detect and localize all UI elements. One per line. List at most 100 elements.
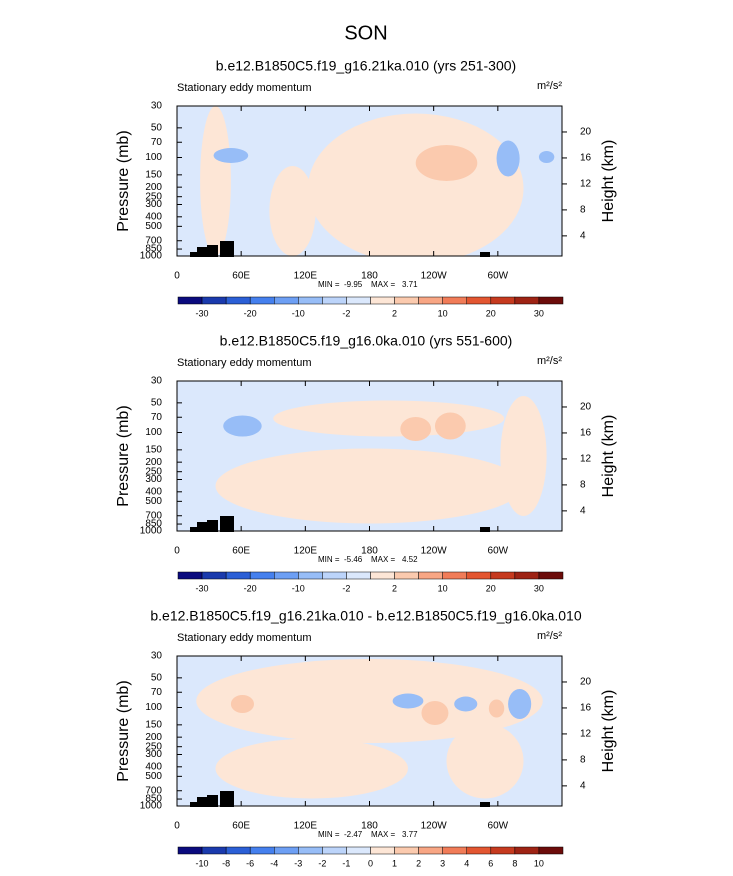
topography bbox=[220, 791, 234, 807]
x-tick-label: 60E bbox=[232, 271, 250, 282]
y2-tick-label: 8 bbox=[580, 755, 586, 766]
y2-tick-label: 20 bbox=[580, 677, 592, 688]
y-tick-label: 300 bbox=[145, 199, 162, 210]
colorbar-label: 2 bbox=[392, 583, 397, 593]
colorbar-label: 30 bbox=[534, 308, 544, 318]
colorbar-label: -10 bbox=[196, 858, 209, 868]
colorbar-box bbox=[538, 296, 564, 305]
min-value: -5.46 bbox=[344, 555, 363, 564]
contour-region bbox=[196, 659, 543, 743]
colorbar-box bbox=[370, 571, 395, 580]
y-tick-label: 250 bbox=[145, 741, 162, 752]
colorbar-box bbox=[201, 296, 227, 305]
colorbar-label: 20 bbox=[486, 308, 496, 318]
colorbar-box bbox=[177, 296, 203, 305]
y2-axis-label: Height (km) bbox=[600, 140, 617, 223]
y2-axis-label: Height (km) bbox=[600, 690, 617, 773]
y-tick-label: 1000 bbox=[140, 801, 163, 812]
colorbar-label: -6 bbox=[246, 858, 254, 868]
colorbar-box bbox=[225, 571, 251, 580]
colorbar-box bbox=[490, 296, 516, 305]
contour-region bbox=[508, 689, 532, 719]
y2-tick-label: 8 bbox=[580, 205, 586, 216]
x-tick-label: 0 bbox=[174, 271, 180, 282]
field-label: Stationary eddy momentum bbox=[177, 82, 312, 94]
max-value: 4.52 bbox=[402, 555, 418, 564]
colorbar-box bbox=[418, 296, 443, 305]
topography bbox=[207, 795, 218, 807]
topography bbox=[207, 245, 218, 257]
colorbar-label: -30 bbox=[196, 308, 209, 318]
panel-title: b.e12.B1850C5.f19_g16.21ka.010 (yrs 251-… bbox=[216, 58, 516, 74]
y-tick-label: 100 bbox=[145, 152, 162, 163]
colorbar-box bbox=[514, 296, 540, 305]
topography bbox=[207, 520, 218, 532]
max-label: MAX = bbox=[371, 830, 396, 839]
colorbar-box bbox=[538, 571, 564, 580]
colorbar-box bbox=[274, 846, 299, 855]
x-tick-label: 120E bbox=[294, 546, 318, 557]
topography bbox=[480, 527, 490, 532]
colorbar-box bbox=[322, 846, 347, 855]
y-tick-label: 150 bbox=[145, 719, 162, 730]
colorbar-box bbox=[249, 571, 275, 580]
colorbar-box bbox=[346, 571, 371, 580]
colorbar-label: 4 bbox=[464, 858, 469, 868]
y-axis-label: Pressure (mb) bbox=[115, 130, 132, 231]
colorbar-box bbox=[177, 571, 203, 580]
colorbar-box bbox=[322, 571, 347, 580]
contour-region bbox=[421, 701, 449, 725]
topography bbox=[197, 797, 208, 807]
y-tick-label: 850 bbox=[145, 519, 162, 530]
colorbar-box bbox=[514, 571, 540, 580]
y-tick-label: 700 bbox=[145, 785, 162, 796]
colorbar-box bbox=[514, 846, 540, 855]
colorbar-box bbox=[442, 846, 467, 855]
y-tick-label: 200 bbox=[145, 182, 162, 193]
colorbar-label: -10 bbox=[292, 308, 305, 318]
y-tick-label: 50 bbox=[151, 672, 163, 683]
y-tick-label: 850 bbox=[145, 244, 162, 255]
contour-region bbox=[213, 148, 249, 163]
colorbar-label: -8 bbox=[222, 858, 230, 868]
y2-tick-label: 12 bbox=[580, 454, 592, 465]
figure-title: SON bbox=[344, 22, 387, 44]
x-tick-label: 120E bbox=[294, 821, 318, 832]
topography bbox=[480, 252, 490, 257]
y-tick-label: 400 bbox=[145, 761, 162, 772]
topography bbox=[197, 247, 208, 257]
y2-tick-label: 4 bbox=[580, 506, 586, 517]
y-tick-label: 200 bbox=[145, 732, 162, 743]
colorbar-box bbox=[370, 296, 395, 305]
x-tick-label: 60W bbox=[488, 546, 509, 557]
topography bbox=[220, 241, 234, 257]
colorbar-box bbox=[201, 571, 227, 580]
contour-region bbox=[500, 396, 547, 516]
colorbar-box bbox=[346, 296, 371, 305]
units-label: m²/s² bbox=[537, 355, 562, 367]
y-tick-label: 400 bbox=[145, 211, 162, 222]
colorbar-label: -20 bbox=[244, 583, 257, 593]
y-tick-label: 1000 bbox=[140, 526, 163, 537]
colorbar-box bbox=[394, 846, 419, 855]
colorbar-box bbox=[370, 846, 395, 855]
y-tick-label: 200 bbox=[145, 457, 162, 468]
y-axis-label: Pressure (mb) bbox=[115, 405, 132, 506]
contour-region bbox=[454, 696, 478, 712]
colorbar-box bbox=[322, 296, 347, 305]
colorbar-label: -2 bbox=[342, 583, 350, 593]
max-label: MAX = bbox=[371, 555, 396, 564]
x-tick-label: 120W bbox=[421, 821, 448, 832]
colorbar-box bbox=[394, 296, 419, 305]
contour-region bbox=[223, 415, 262, 437]
x-tick-label: 180 bbox=[361, 271, 378, 282]
y-tick-label: 700 bbox=[145, 235, 162, 246]
units-label: m²/s² bbox=[537, 80, 562, 92]
colorbar-box bbox=[177, 846, 203, 855]
min-label: MIN = bbox=[318, 555, 340, 564]
y-tick-label: 150 bbox=[145, 169, 162, 180]
contour-field bbox=[215, 396, 547, 524]
x-tick-label: 180 bbox=[361, 821, 378, 832]
